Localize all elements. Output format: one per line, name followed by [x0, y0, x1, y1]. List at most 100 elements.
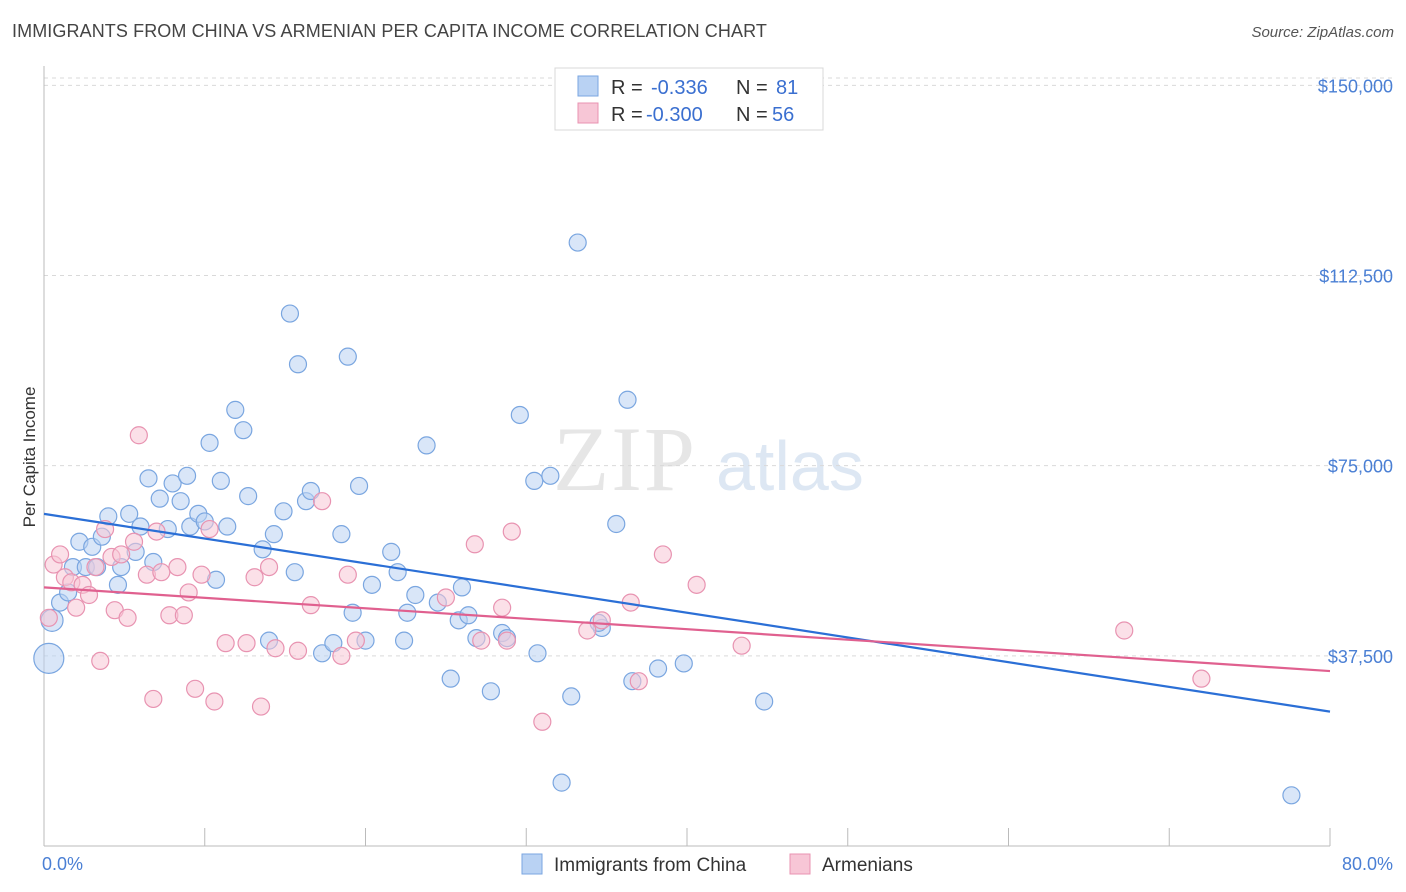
point-china: [120, 504, 139, 523]
point-armenians: [251, 697, 271, 716]
gridlines: [44, 77, 1395, 657]
point-china: [755, 692, 774, 711]
point-armenians: [653, 545, 672, 564]
point-china: [568, 233, 587, 252]
point-china: [510, 405, 529, 425]
stats-legend-swatch-armenians: [577, 102, 599, 124]
point-armenians: [200, 519, 219, 539]
point-china: [441, 669, 460, 688]
stats-n-value-china: 81: [776, 77, 798, 99]
chart-title: IMMIGRANTS FROM CHINA VS ARMENIAN PER CA…: [12, 21, 767, 41]
point-china: [362, 575, 382, 594]
point-armenians: [174, 606, 193, 625]
point-china: [234, 421, 253, 440]
point-armenians: [1115, 621, 1134, 640]
y-tick-label: $112,500: [1319, 267, 1393, 287]
point-armenians: [472, 631, 491, 650]
stats-n-label-china: N =: [736, 77, 768, 99]
point-china: [239, 487, 258, 506]
point-armenians: [129, 426, 148, 445]
point-armenians: [168, 557, 187, 577]
point-china: [398, 603, 417, 622]
point-china: [200, 433, 219, 452]
point-armenians: [497, 631, 517, 650]
point-armenians: [144, 689, 163, 709]
point-china: [301, 481, 320, 501]
legend-swatch-armenians: [789, 853, 811, 875]
point-china: [481, 682, 500, 701]
point-china: [394, 631, 414, 650]
point-china: [211, 471, 230, 490]
point-china: [648, 659, 668, 678]
point-armenians: [205, 692, 224, 711]
point-china: [382, 542, 401, 561]
point-armenians: [259, 557, 279, 577]
point-china: [285, 563, 304, 582]
point-china: [452, 578, 472, 597]
point-china: [552, 773, 571, 792]
point-armenians: [39, 608, 58, 627]
x-tick-min: 0.0%: [42, 854, 83, 874]
point-armenians: [67, 598, 86, 617]
point-armenians: [629, 672, 648, 691]
point-armenians: [502, 522, 521, 541]
point-china: [338, 347, 357, 366]
point-armenians: [216, 634, 235, 653]
point-china: [226, 400, 245, 419]
point-armenians: [186, 679, 205, 698]
point-armenians: [1192, 669, 1211, 688]
point-armenians: [312, 492, 332, 511]
y-tick-label: $150,000: [1318, 76, 1393, 96]
point-china: [1282, 786, 1301, 805]
point-armenians: [592, 611, 611, 630]
trend-lines: [43, 512, 1331, 713]
point-china: [131, 517, 150, 536]
watermark: ZIP atlas: [553, 408, 864, 510]
trend-line-armenians: [43, 586, 1331, 673]
point-armenians: [118, 608, 137, 627]
point-china: [349, 476, 369, 496]
point-china: [417, 436, 436, 455]
point-armenians: [192, 565, 211, 584]
point-armenians: [266, 639, 285, 658]
bottom-legend: Immigrants from China Armenians: [521, 853, 913, 876]
point-armenians: [86, 557, 105, 577]
point-china: [274, 502, 293, 521]
point-china: [332, 525, 351, 544]
x-tick-max: 80.0%: [1342, 854, 1393, 874]
point-china: [33, 642, 65, 674]
point-china: [525, 471, 544, 490]
point-armenians: [112, 545, 131, 564]
point-armenians: [465, 535, 484, 554]
stats-n-label-armenians: N =: [736, 104, 768, 126]
stats-r-value-armenians: -0.300: [646, 104, 703, 126]
point-armenians: [346, 631, 365, 650]
point-armenians: [436, 588, 455, 607]
point-china: [674, 654, 693, 673]
point-armenians: [124, 532, 144, 551]
stats-r-value-china: -0.336: [651, 77, 708, 99]
trend-line-china: [43, 512, 1331, 713]
source-label: Source: ZipAtlas.com: [1251, 24, 1394, 41]
axes: [43, 66, 1331, 847]
point-china: [218, 517, 237, 536]
point-china: [139, 469, 158, 488]
point-china: [528, 644, 547, 663]
y-axis-label: Per Capita Income: [20, 387, 39, 528]
point-china: [618, 390, 637, 409]
point-armenians: [237, 634, 256, 653]
stats-n-value-armenians: 56: [772, 104, 794, 126]
point-china: [607, 514, 626, 534]
point-china: [562, 687, 581, 706]
point-armenians: [338, 565, 357, 584]
y-tick-label: $75,000: [1328, 457, 1393, 477]
point-china: [541, 466, 560, 485]
legend-swatch-china: [521, 853, 543, 875]
point-armenians: [245, 568, 264, 587]
point-china: [150, 489, 169, 508]
stats-r-label-armenians: R =: [611, 104, 643, 126]
point-armenians: [578, 621, 597, 640]
y-tick-labels: $37,500 $75,000 $112,500 $150,000: [1318, 76, 1393, 666]
point-china: [264, 525, 283, 544]
